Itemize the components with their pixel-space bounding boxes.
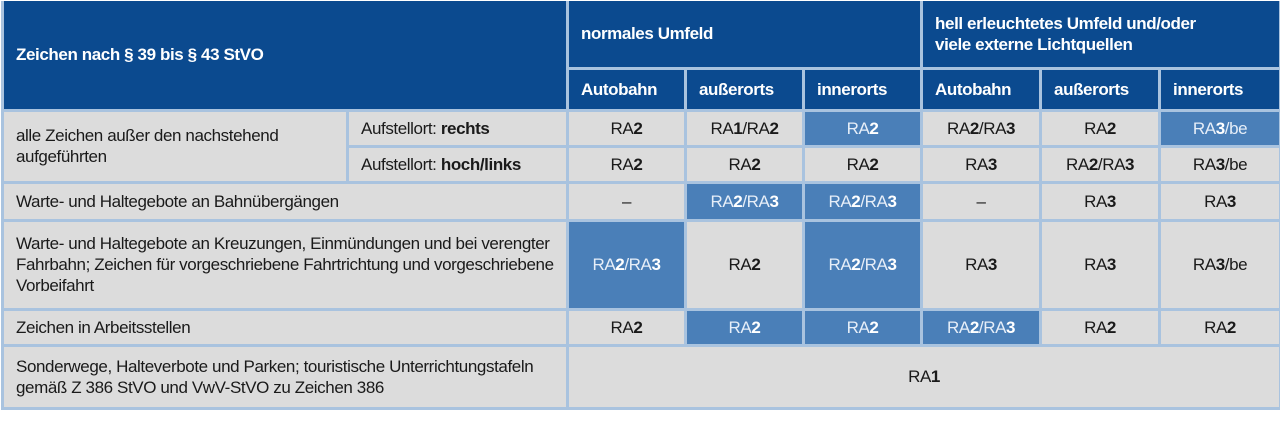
- table-cell: RA2: [568, 146, 686, 182]
- table-cell: RA2: [568, 309, 686, 345]
- retroreflection-table: Zeichen nach § 39 bis § 43 StVO normales…: [1, 1, 1280, 410]
- table-cell: RA2/RA3: [1041, 146, 1160, 182]
- table-cell: RA3: [922, 220, 1041, 309]
- column-header: Autobahn: [568, 68, 686, 110]
- table-cell: RA3: [922, 146, 1041, 182]
- table-cell: RA2/RA3: [804, 220, 922, 309]
- table-cell: RA2: [804, 309, 922, 345]
- table-cell: RA2/RA3: [922, 309, 1041, 345]
- group-header-bright-line2: viele externe Lichtquellen: [935, 35, 1132, 54]
- column-header: außerorts: [1041, 68, 1160, 110]
- table-cell: RA2/RA3: [922, 110, 1041, 146]
- table-title: Zeichen nach § 39 bis § 43 StVO: [3, 1, 568, 110]
- table-row: Sonderwege, Halteverbote und Parken; tou…: [3, 345, 1280, 408]
- table-cell: RA2: [804, 110, 922, 146]
- table-cell: RA1: [568, 345, 1280, 408]
- sublabel-bold: rechts: [441, 119, 490, 138]
- group-header-bright: hell erleuchtetes Umfeld und/oder viele e…: [922, 1, 1280, 68]
- table-row: Warte- und Haltegebote an Kreuzungen, Ei…: [3, 220, 1280, 309]
- table-cell: RA2: [1041, 110, 1160, 146]
- table-cell: RA2/RA3: [686, 182, 804, 220]
- table-row: Warte- und Haltegebote an Bahnübergängen…: [3, 182, 1280, 220]
- row-label: Warte- und Haltegebote an Kreuzungen, Ei…: [3, 220, 568, 309]
- table-cell: RA2: [686, 220, 804, 309]
- row-label: Warte- und Haltegebote an Bahnübergängen: [3, 182, 568, 220]
- column-header: Autobahn: [922, 68, 1041, 110]
- table-cell: RA2: [804, 146, 922, 182]
- sublabel-bold: hoch/links: [441, 155, 521, 174]
- row-sublabel: Aufstellort: rechts: [348, 110, 568, 146]
- column-header: innerorts: [804, 68, 922, 110]
- row-label: alle Zeichen außer den nachstehend aufge…: [3, 110, 348, 182]
- table-cell: RA2: [686, 309, 804, 345]
- table-cell: RA3: [1041, 182, 1160, 220]
- table-cell: RA2: [1041, 309, 1160, 345]
- table-cell: RA3/be: [1160, 146, 1280, 182]
- row-label: Sonderwege, Halteverbote und Parken; tou…: [3, 345, 568, 408]
- table-cell: RA2/RA3: [568, 220, 686, 309]
- table-row: Zeichen in Arbeitsstellen RA2 RA2 RA2 RA…: [3, 309, 1280, 345]
- table-cell: RA3: [1160, 182, 1280, 220]
- table-cell: RA2: [686, 146, 804, 182]
- table-cell: RA3: [1041, 220, 1160, 309]
- row-sublabel: Aufstellort: hoch/links: [348, 146, 568, 182]
- column-header: außerorts: [686, 68, 804, 110]
- table-cell: RA2: [1160, 309, 1280, 345]
- table-cell: RA2: [568, 110, 686, 146]
- sublabel-prefix: Aufstellort:: [361, 155, 441, 174]
- group-header-normal: normales Umfeld: [568, 1, 922, 68]
- column-header: innerorts: [1160, 68, 1280, 110]
- table-row: alle Zeichen außer den nachstehend aufge…: [3, 110, 1280, 146]
- row-label: Zeichen in Arbeitsstellen: [3, 309, 568, 345]
- table-cell: RA3/be: [1160, 220, 1280, 309]
- group-header-bright-line1: hell erleuchtetes Umfeld und/oder: [935, 14, 1196, 33]
- table-cell: RA1/RA2: [686, 110, 804, 146]
- table-cell: –: [922, 182, 1041, 220]
- table-cell: –: [568, 182, 686, 220]
- table-cell: RA2/RA3: [804, 182, 922, 220]
- sublabel-prefix: Aufstellort:: [361, 119, 441, 138]
- table-cell: RA3/be: [1160, 110, 1280, 146]
